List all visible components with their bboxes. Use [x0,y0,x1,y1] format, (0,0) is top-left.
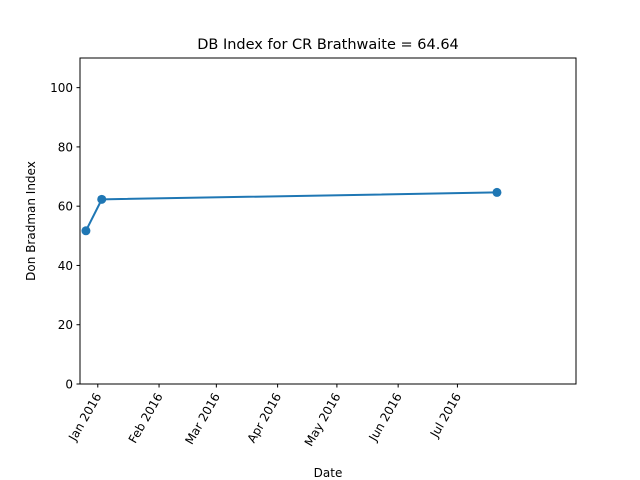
data-point [492,187,502,197]
plot-frame [79,57,577,385]
y-tick-label: 60 [58,200,73,214]
y-tick-label: 80 [58,140,73,154]
data-point [81,226,91,236]
y-tick-label: 100 [50,81,73,95]
y-tick-label: 0 [65,378,73,392]
x-axis-label: Date [314,466,343,480]
data-point [97,194,107,204]
chart-title: DB Index for CR Brathwaite = 64.64 [197,37,459,53]
y-tick-label: 20 [58,318,73,332]
y-axis-label: Don Bradman Index [24,161,38,281]
y-tick-label: 40 [58,259,73,273]
y-axis: 0 20 40 60 80 100 [50,81,80,392]
plot-area [81,187,502,236]
